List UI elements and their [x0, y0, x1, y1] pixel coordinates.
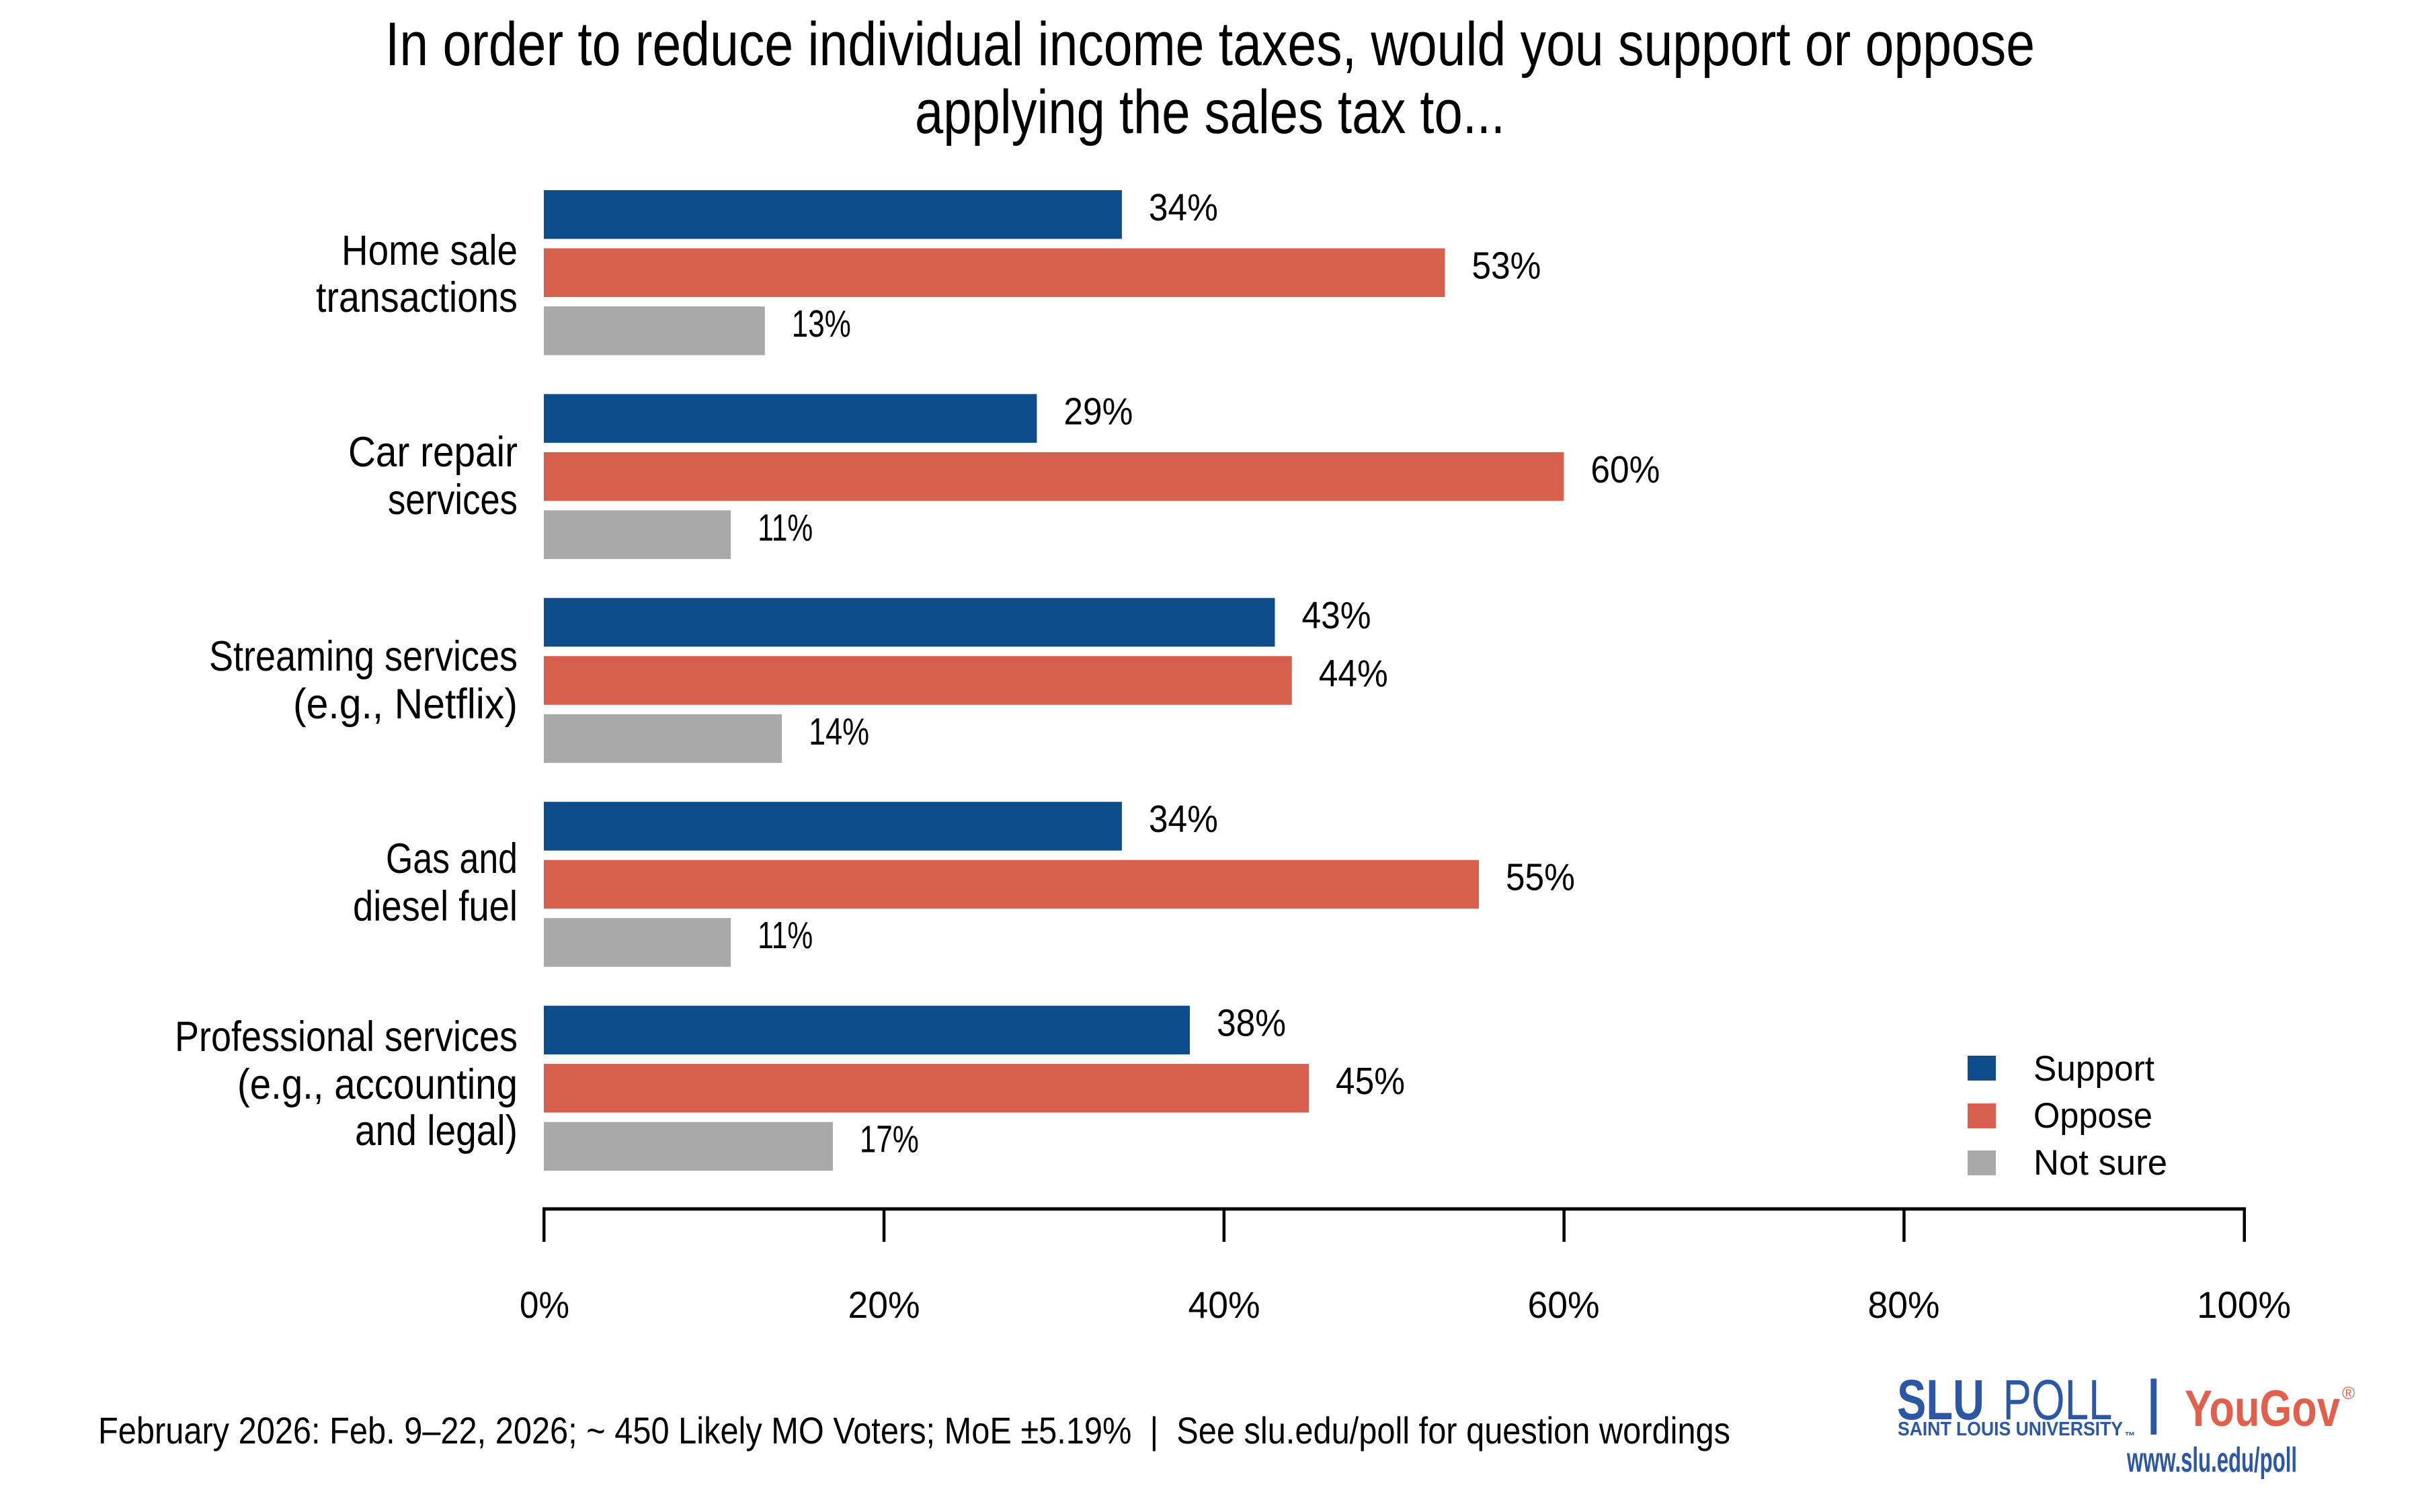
- svg-text:34%: 34%: [1149, 186, 1218, 229]
- svg-text:43%: 43%: [1302, 594, 1371, 637]
- svg-text:www.slu.edu/poll: www.slu.edu/poll: [2126, 1441, 2297, 1480]
- svg-text:60%: 60%: [1590, 448, 1660, 491]
- svg-text:45%: 45%: [1336, 1060, 1405, 1103]
- svg-text:(e.g., accounting: (e.g., accounting: [237, 1061, 518, 1108]
- svg-text:14%: 14%: [809, 710, 869, 753]
- svg-text:40%: 40%: [1188, 1284, 1260, 1326]
- svg-text:Support: Support: [2033, 1049, 2154, 1089]
- svg-text:In order to reduce individual: In order to reduce individual income tax…: [385, 10, 2035, 79]
- svg-text:17%: 17%: [860, 1118, 919, 1161]
- svg-text:SAINT LOUIS UNIVERSITY: SAINT LOUIS UNIVERSITY: [1898, 1419, 2123, 1440]
- svg-text:Car repair: Car repair: [348, 429, 518, 476]
- svg-text:Streaming services: Streaming services: [209, 633, 518, 680]
- svg-text:38%: 38%: [1217, 1002, 1286, 1045]
- svg-text:services: services: [388, 476, 518, 523]
- svg-text:55%: 55%: [1506, 856, 1575, 899]
- svg-text:60%: 60%: [1528, 1284, 1600, 1326]
- svg-text:Professional services: Professional services: [175, 1013, 518, 1060]
- svg-text:YouGov: YouGov: [2185, 1380, 2340, 1437]
- svg-text:Oppose: Oppose: [2033, 1096, 2152, 1136]
- svg-text:applying the sales tax to...: applying the sales tax to...: [915, 78, 1505, 146]
- svg-text:20%: 20%: [848, 1284, 920, 1326]
- svg-text:™: ™: [2125, 1431, 2136, 1442]
- svg-text:SLU: SLU: [1897, 1368, 1984, 1431]
- svg-text:34%: 34%: [1149, 798, 1218, 841]
- svg-text:®: ®: [2342, 1383, 2355, 1403]
- svg-text:Home sale: Home sale: [341, 227, 518, 274]
- svg-text:(e.g., Netflix): (e.g., Netflix): [293, 681, 518, 728]
- svg-text:80%: 80%: [1868, 1284, 1940, 1326]
- svg-text:44%: 44%: [1319, 652, 1388, 695]
- svg-text:Not sure: Not sure: [2033, 1143, 2167, 1183]
- svg-text:0%: 0%: [520, 1284, 569, 1326]
- svg-text:POLL: POLL: [2003, 1368, 2113, 1431]
- svg-text:29%: 29%: [1063, 390, 1133, 433]
- svg-text:100%: 100%: [2197, 1284, 2291, 1326]
- svg-text:53%: 53%: [1471, 245, 1541, 288]
- svg-text:diesel fuel: diesel fuel: [353, 883, 518, 930]
- svg-text:13%: 13%: [792, 302, 851, 345]
- svg-text:11%: 11%: [758, 506, 813, 549]
- svg-text:Gas and: Gas and: [386, 835, 518, 882]
- svg-text:and legal): and legal): [355, 1107, 518, 1154]
- svg-text:February 2026: Feb. 9–22, 2026: February 2026: Feb. 9–22, 2026; ~ 450 Li…: [98, 1409, 1730, 1452]
- svg-text:transactions: transactions: [316, 274, 518, 321]
- svg-text:11%: 11%: [758, 914, 813, 957]
